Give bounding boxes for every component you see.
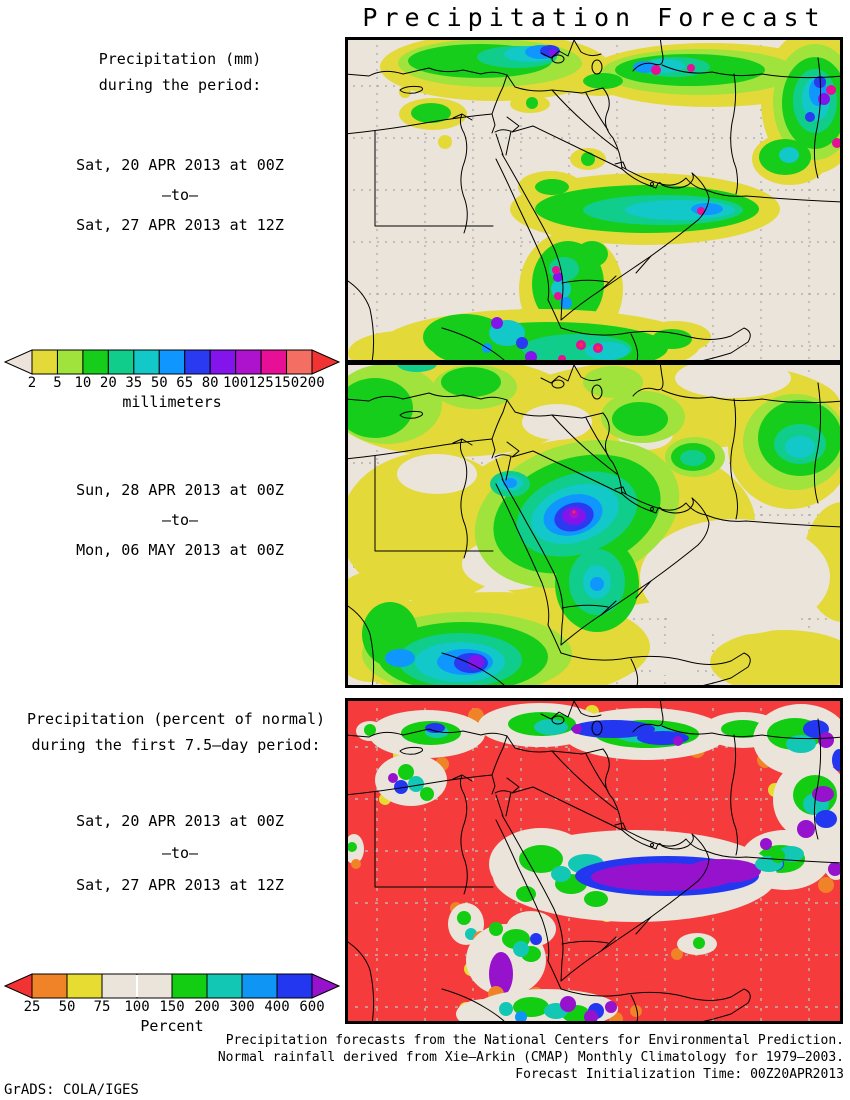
legend-millimeters-colorbar bbox=[4, 349, 340, 375]
legend-percent-unit: Percent bbox=[140, 1017, 204, 1035]
legend-segment bbox=[31, 349, 58, 375]
map-panel-percent-of-normal bbox=[345, 698, 843, 1024]
legend-tick-label: 400 bbox=[264, 999, 290, 1015]
footer-credits: Precipitation forecasts from the Nationa… bbox=[218, 1032, 844, 1083]
panel1-heading: Precipitation (mm) during the period: bbox=[20, 46, 340, 98]
legend-tick-label: 300 bbox=[229, 999, 255, 1015]
panel1-date-from: Sat, 20 APR 2013 at 00Z bbox=[76, 156, 284, 174]
legend-tick-label: 75 bbox=[93, 999, 111, 1015]
map-panel-precip-mm-period1 bbox=[345, 37, 843, 363]
panel-frame bbox=[345, 37, 843, 363]
legend-segment bbox=[101, 973, 138, 999]
legend-percent-ticks: 25 50 75 100 150 200 300 400 600 bbox=[4, 999, 340, 1015]
legend-segment bbox=[235, 349, 262, 375]
legend-segment bbox=[260, 349, 288, 375]
legend-segment bbox=[206, 973, 243, 999]
panel1-dates: Sat, 20 APR 2013 at 00Z –to– Sat, 27 APR… bbox=[20, 150, 340, 240]
legend-tick-label: 5 bbox=[53, 375, 62, 391]
legend-above-max-arrow bbox=[311, 973, 340, 999]
panel2-date-to: Mon, 06 MAY 2013 at 00Z bbox=[76, 541, 284, 559]
legend-tick-label: 600 bbox=[299, 999, 325, 1015]
legend-segment bbox=[56, 349, 84, 375]
legend-segment bbox=[276, 973, 313, 999]
legend-tick-label: 50 bbox=[58, 999, 76, 1015]
legend-segment bbox=[286, 349, 313, 375]
legend-millimeters-bar-svg bbox=[4, 349, 340, 375]
precip-shading bbox=[348, 37, 843, 363]
legend-percent: 25 50 75 100 150 200 300 400 600 Percent bbox=[4, 973, 340, 1035]
legend-tick-label: 2 bbox=[27, 375, 37, 391]
panel1-date-to: Sat, 27 APR 2013 at 12Z bbox=[76, 216, 284, 234]
panel3-heading-line2: during the first 7.5–day period: bbox=[31, 736, 321, 754]
panel-frame bbox=[345, 362, 843, 688]
panel3-heading-line1: Precipitation (percent of normal) bbox=[26, 710, 325, 728]
legend-segment bbox=[82, 349, 109, 375]
legend-millimeters: 2 5 10 20 35 50 65 80 100 125 150 200 millimeters bbox=[4, 349, 340, 411]
panel3-to-separator: –to– bbox=[161, 844, 199, 862]
legend-tick-label: 65 bbox=[176, 375, 194, 391]
panel2-dates: Sun, 28 APR 2013 at 00Z –to– Mon, 06 MAY… bbox=[20, 475, 340, 565]
panel1-to-separator: –to– bbox=[161, 186, 199, 204]
legend-millimeters-unit: millimeters bbox=[122, 393, 222, 411]
legend-tick-label: 10 bbox=[74, 375, 92, 391]
legend-segment bbox=[171, 973, 208, 999]
legend-tick-label: 200 bbox=[299, 375, 325, 391]
panel3-heading: Precipitation (percent of normal) during… bbox=[6, 706, 346, 758]
legend-percent-bar-svg bbox=[4, 973, 340, 999]
legend-tick-label: 35 bbox=[125, 375, 143, 391]
legend-below-min-arrow bbox=[4, 973, 33, 999]
panel1-heading-line2: during the period: bbox=[98, 76, 262, 94]
panel2-to-separator: –to– bbox=[161, 511, 199, 529]
legend-tick-label: 50 bbox=[150, 375, 168, 391]
panel2-date-from: Sun, 28 APR 2013 at 00Z bbox=[76, 481, 284, 499]
legend-below-min-arrow bbox=[4, 349, 33, 375]
legend-segment bbox=[107, 349, 135, 375]
legend-segment bbox=[158, 349, 186, 375]
legend-tick-label: 25 bbox=[23, 999, 41, 1015]
legend-tick-label: 20 bbox=[99, 375, 117, 391]
panel-frame bbox=[345, 698, 843, 1024]
legend-tick-label: 150 bbox=[159, 999, 185, 1015]
legend-tick-label: 150 bbox=[273, 375, 300, 391]
legend-segment bbox=[184, 349, 211, 375]
page-title: Precipitation Forecast bbox=[362, 3, 826, 32]
legend-segment bbox=[241, 973, 278, 999]
legend-segment bbox=[209, 349, 237, 375]
legend-tick-label: 200 bbox=[194, 999, 220, 1015]
legend-above-max-arrow bbox=[311, 349, 340, 375]
legend-percent-colorbar bbox=[4, 973, 340, 999]
footer-line3: Forecast Initialization Time: 00Z20APR20… bbox=[515, 1067, 844, 1082]
legend-tick-label: 80 bbox=[201, 375, 219, 391]
panel3-date-from: Sat, 20 APR 2013 at 00Z bbox=[76, 812, 284, 830]
precip-shading bbox=[345, 362, 843, 688]
legend-millimeters-ticks: 2 5 10 20 35 50 65 80 100 125 150 200 bbox=[4, 375, 340, 391]
legend-tick-label: 100 bbox=[222, 375, 249, 391]
footer-line1: Precipitation forecasts from the Nationa… bbox=[225, 1033, 844, 1048]
legend-segment bbox=[66, 973, 103, 999]
map-panel-precip-mm-period2 bbox=[345, 362, 843, 688]
legend-segment bbox=[136, 973, 173, 999]
panel1-heading-line1: Precipitation (mm) bbox=[98, 50, 262, 68]
legend-segment bbox=[133, 349, 160, 375]
panel3-dates: Sat, 20 APR 2013 at 00Z –to– Sat, 27 APR… bbox=[20, 805, 340, 901]
legend-segment bbox=[31, 973, 68, 999]
footer-line2: Normal rainfall derived from Xie–Arkin (… bbox=[217, 1050, 844, 1065]
legend-tick-label: 100 bbox=[124, 999, 150, 1015]
grads-credit: GrADS: COLA/IGES bbox=[4, 1082, 139, 1098]
legend-tick-label: 125 bbox=[248, 375, 274, 391]
panel3-date-to: Sat, 27 APR 2013 at 12Z bbox=[76, 876, 284, 894]
